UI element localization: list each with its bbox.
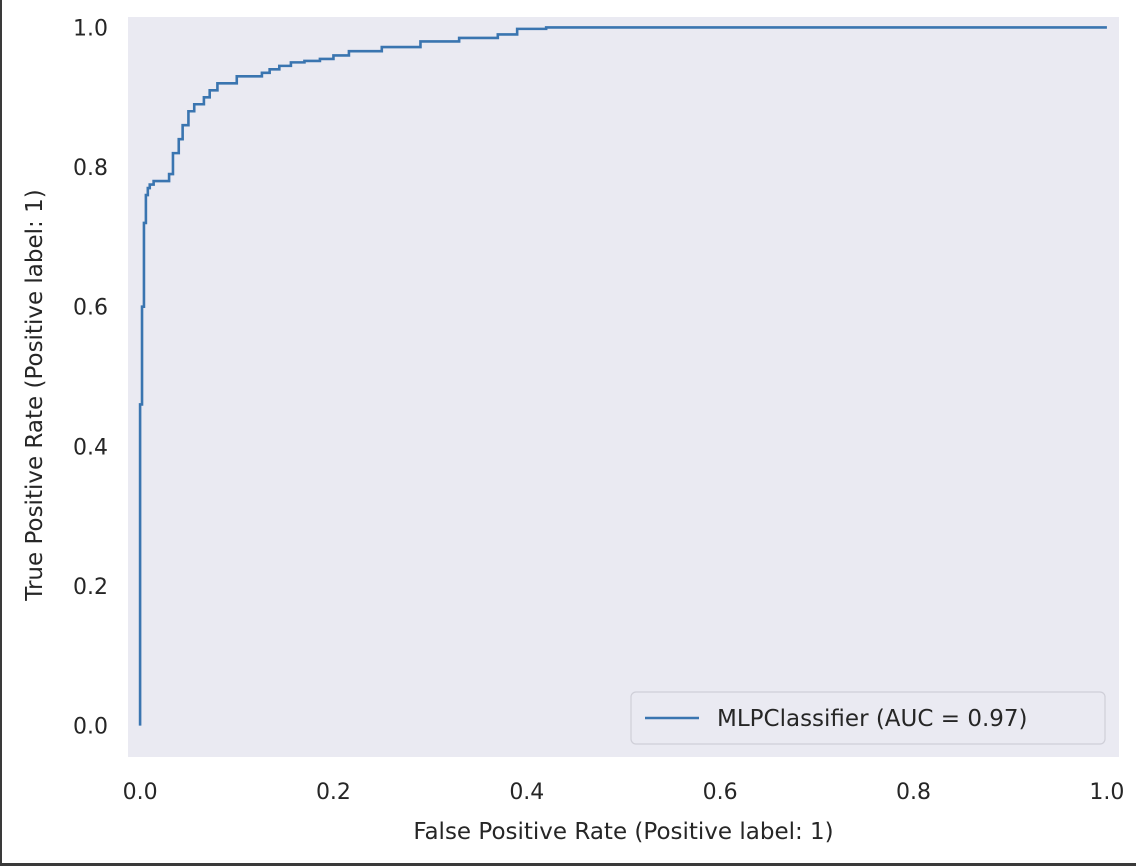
x-tick-labels: 0.0 0.2 0.4 0.6 0.8 1.0 xyxy=(123,780,1125,805)
x-tick-label: 1.0 xyxy=(1089,780,1124,805)
x-axis-label: False Positive Rate (Positive label: 1) xyxy=(413,819,833,845)
y-tick-label: 1.0 xyxy=(73,16,108,41)
series-layer xyxy=(138,26,1107,726)
x-tick-label: 0.0 xyxy=(123,780,158,805)
y-tick-label: 0.0 xyxy=(73,715,108,740)
x-tick-label: 0.4 xyxy=(509,780,544,805)
plot-area-background xyxy=(128,17,1119,757)
x-tick-label: 0.2 xyxy=(316,780,351,805)
y-tick-labels: 0.0 0.2 0.4 0.6 0.8 1.0 xyxy=(73,16,108,739)
y-tick-label: 0.4 xyxy=(73,435,108,460)
y-tick-label: 0.2 xyxy=(73,575,108,600)
y-tick-label: 0.6 xyxy=(73,296,108,321)
legend-label-mlpclassifier: MLPClassifier (AUC = 0.97) xyxy=(717,706,1028,732)
y-axis-label: True Positive Rate (Positive label: 1) xyxy=(22,189,48,601)
x-tick-label: 0.6 xyxy=(703,780,738,805)
x-tick-label: 0.8 xyxy=(896,780,931,805)
legend-box xyxy=(630,691,1106,745)
series-line-mlpclassifier xyxy=(138,26,1107,726)
y-tick-label: 0.8 xyxy=(73,156,108,181)
legend: MLPClassifier (AUC = 0.97) xyxy=(630,691,1106,745)
